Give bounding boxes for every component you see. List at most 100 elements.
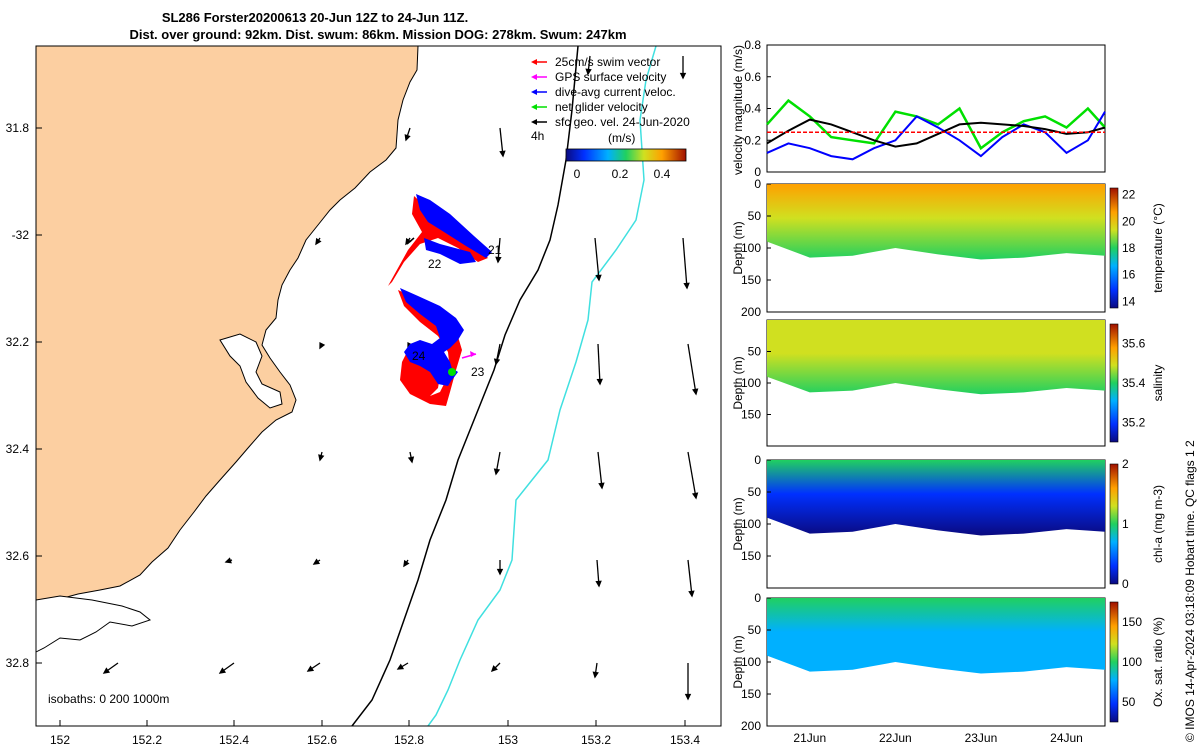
velocity-frame (766, 44, 1106, 173)
geo-arrowhead (318, 454, 325, 462)
geo-arrowhead (684, 693, 692, 701)
y-tick-label: -32 (12, 228, 30, 242)
velocity-series-line (766, 118, 1106, 148)
figure-title-line1: SL286 Forster20200613 20-Jun 12Z to 24-J… (162, 10, 468, 25)
depth-tick-label: 150 (741, 273, 761, 287)
colorbar-tick-label: 150 (1122, 615, 1142, 629)
geo-arrowhead (692, 388, 699, 396)
geo-arrowhead (495, 256, 502, 264)
geo-arrowhead (306, 665, 315, 672)
x-tick-label: 153.4 (670, 733, 700, 747)
geo-arrowhead (404, 134, 411, 142)
colorbar-gradient (565, 148, 687, 162)
depth-tick-label: 50 (748, 209, 762, 223)
velocity-ylabel: velocity magnitude (m/s) (731, 45, 745, 175)
geo-arrowhead (683, 282, 690, 290)
geo-arrowhead (499, 150, 506, 158)
y-tick-label: 32.8 (6, 656, 30, 670)
y-tick-label: 32.6 (6, 549, 30, 563)
geo-arrow (597, 451, 603, 489)
day-label: 22 (428, 257, 442, 271)
legend-arrowhead (531, 59, 537, 65)
velocity-y-tick-label: 0 (754, 165, 761, 179)
imos-credit: © IMOS 14-Apr-2024 03:18:09 Hobart time.… (1183, 440, 1197, 742)
heatmap-fill (767, 184, 1105, 260)
geo-arrowhead (691, 492, 699, 500)
velocity-series-line (766, 111, 1106, 161)
depth-tick-label: 100 (741, 376, 761, 390)
legend-arrowhead (531, 104, 537, 110)
x-tick-label: 152.6 (307, 733, 337, 747)
geo-arrowhead (592, 671, 599, 679)
colorbar-label: Ox. sat. ratio (%) (1151, 617, 1165, 707)
colorbar-tick-label: 35.6 (1122, 337, 1146, 351)
velocity-y-tick-label: 0.2 (744, 133, 761, 147)
geo-arrow (594, 237, 600, 281)
map-x-axis: 152 152.2 152.4 152.6 152.8 153 153.2 153.4 (50, 720, 700, 747)
time-tick-label: 24Jun (1050, 731, 1083, 745)
depth-tick-label: 50 (748, 623, 762, 637)
legend-arrowhead (531, 89, 537, 95)
colorbar-tick-label: 20 (1122, 214, 1136, 228)
time-tick-label: 21Jun (793, 731, 826, 745)
legend-label: 25cm/s swim vector (555, 55, 660, 69)
colorbar-tick: 0.4 (654, 167, 671, 181)
depth-tick-label: 100 (741, 655, 761, 669)
colorbar-tick-label: 18 (1122, 241, 1136, 255)
geo-arrow (687, 451, 697, 499)
x-tick-label: 152.8 (394, 733, 424, 747)
velocity-y-tick-label: 0.8 (744, 38, 761, 52)
geo-arrow (682, 237, 688, 289)
depth-ylabel: Depth (m) (731, 356, 745, 409)
time-tick-label: 22Jun (879, 731, 912, 745)
legend-label: net glider velocity (555, 100, 648, 114)
colorbar-tick: 0.2 (612, 167, 629, 181)
speed-colorbar: 4h (m/s) 0 0.2 0.4 (531, 129, 687, 181)
colorbar-label: chl-a (mg m-3) (1151, 485, 1165, 563)
colorbar-tick-label: 16 (1122, 268, 1136, 282)
legend-label: dive-avg current veloc. (555, 85, 676, 99)
geo-arrowhead (490, 665, 498, 673)
depth-tick-label: 150 (741, 408, 761, 422)
geo-arrowhead (493, 358, 501, 366)
colorbar-tick-label: 2 (1122, 457, 1129, 471)
isobath-200m (351, 46, 579, 726)
geo-arrowhead (224, 557, 232, 564)
geo-arrowhead (496, 568, 504, 576)
heatmap-fill (767, 460, 1105, 536)
geo-arrowhead (493, 468, 501, 476)
geo-arrowhead (403, 559, 410, 568)
depth-tick-label: 0 (754, 453, 761, 467)
velocity-y-tick-label: 0.4 (744, 102, 761, 116)
geo-arrowhead (396, 663, 405, 670)
geo-arrowhead (598, 482, 605, 490)
depth-tick-label: 200 (741, 305, 761, 319)
depth-tick-label: 100 (741, 517, 761, 531)
geo-arrowhead (102, 667, 111, 674)
legend-arrowhead (531, 74, 537, 80)
velocity-y-tick-label: 0.6 (744, 70, 761, 84)
x-tick-label: 152 (50, 733, 70, 747)
x-tick-label: 153 (498, 733, 518, 747)
colorbar-tick-label: 14 (1122, 294, 1136, 308)
geo-arrowhead (596, 378, 603, 386)
colorbar-tick-label: 22 (1122, 188, 1136, 202)
day-label: 24 (412, 349, 426, 363)
colorbar-tick-label: 1 (1122, 517, 1129, 531)
geo-arrowhead (585, 68, 592, 76)
depth-tick-label: 200 (741, 719, 761, 733)
y-tick-label: 31.8 (6, 121, 30, 135)
day-label: 23 (471, 365, 485, 379)
map-y-axis: 31.8 -32 32.2 32.4 32.6 32.8 (6, 121, 42, 670)
geo-arrowhead (319, 341, 326, 350)
geo-velocity-arrows (102, 55, 699, 701)
geo-arrowhead (688, 590, 695, 598)
depth-ylabel: Depth (m) (731, 221, 745, 274)
map-panel: 21 22 24 23 152 152.2 152.4 152.6 152.8 153 15… (6, 45, 722, 747)
colorbar-label: salinity (1151, 365, 1165, 402)
geo-arrowhead (595, 580, 602, 588)
heatmap-colorbar (1109, 463, 1119, 585)
